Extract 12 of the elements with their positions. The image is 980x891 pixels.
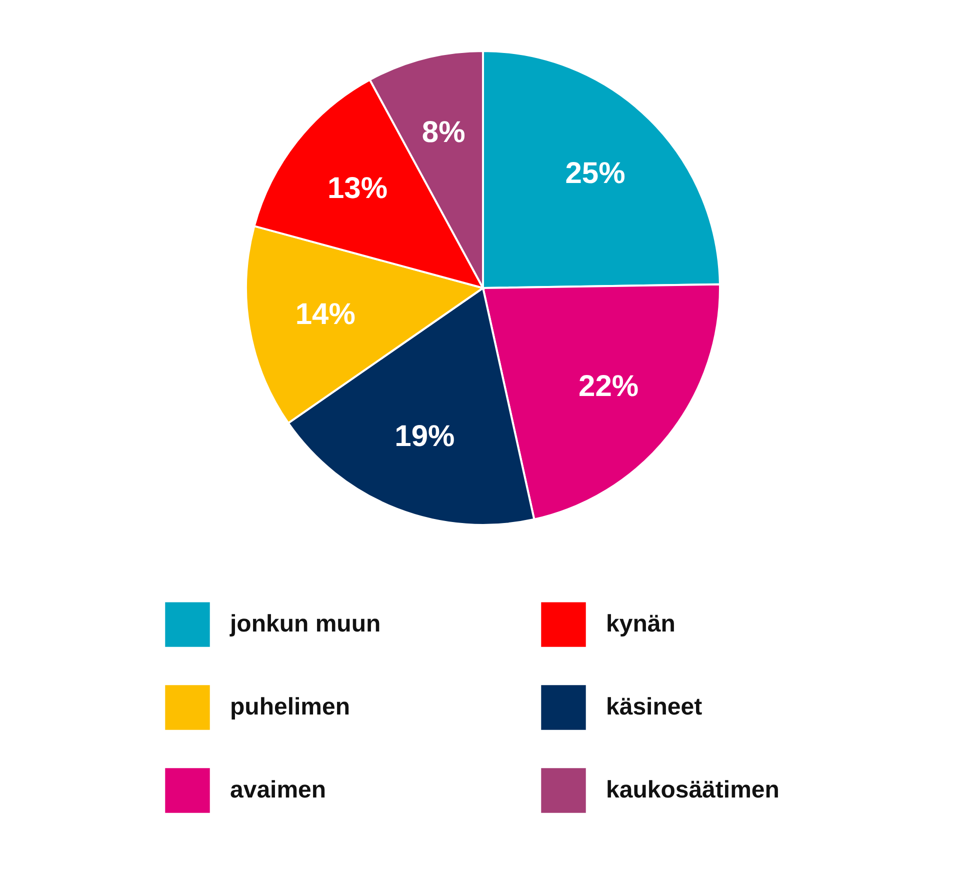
legend-label: kynän [606, 610, 676, 638]
legend-label: kaukosäätimen [606, 776, 780, 804]
data-label: 25% [565, 156, 626, 190]
data-label: 22% [578, 370, 639, 404]
legend-label: avaimen [230, 776, 326, 804]
legend-label: jonkun muun [229, 610, 381, 638]
legend-label: käsineet [606, 694, 702, 720]
data-label: 13% [327, 172, 388, 205]
data-label: 19% [394, 420, 455, 453]
data-label: 14% [295, 298, 356, 332]
legend-label: puhelimen [230, 694, 350, 720]
data-label: 8% [422, 116, 466, 149]
